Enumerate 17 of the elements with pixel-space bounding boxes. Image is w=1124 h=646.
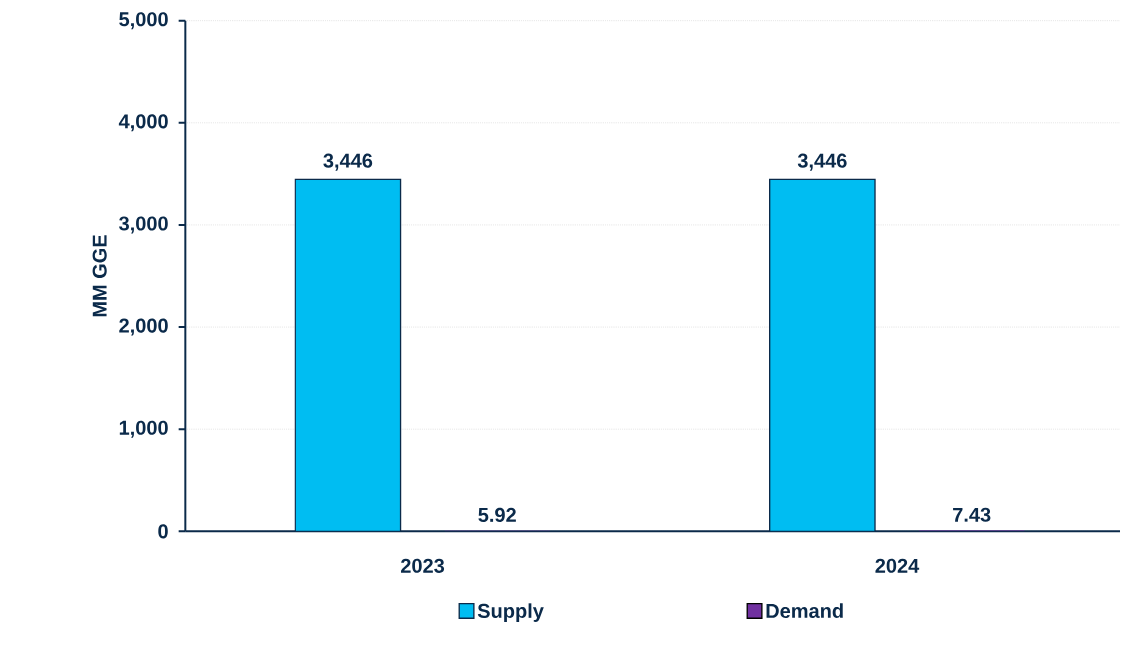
y-tick-label: 2,000 [119, 318, 168, 336]
y-axis-title: MM GGE [92, 235, 107, 317]
data-label: 3,446 [323, 153, 373, 171]
legend-label: Demand [766, 603, 843, 618]
y-tick-label: 0 [158, 524, 168, 539]
bar [769, 178, 876, 532]
y-tick-label: 5,000 [119, 12, 168, 30]
bar [294, 178, 402, 532]
x-tick-label: 2023 [401, 558, 445, 573]
y-tick-label: 1,000 [119, 420, 168, 438]
y-tick-label: 4,000 [118, 114, 168, 132]
x-tick-label: 2024 [875, 558, 920, 573]
y-tick-label: 3,000 [119, 216, 168, 234]
data-label: 7.43 [953, 507, 991, 522]
data-label: 5.92 [478, 507, 516, 523]
legend-label: Supply [477, 603, 544, 622]
data-label: 3,446 [797, 153, 847, 171]
